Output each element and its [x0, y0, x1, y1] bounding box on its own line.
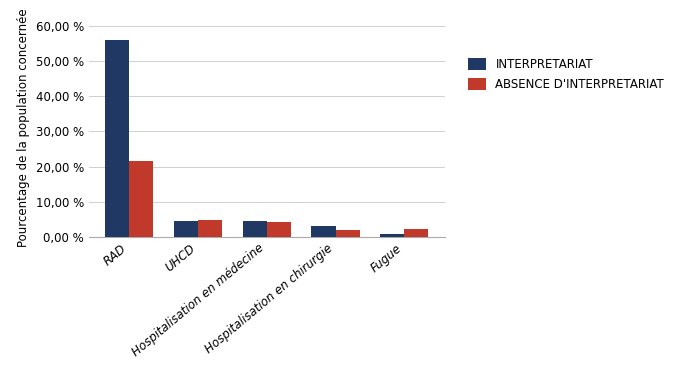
Bar	[311, 226, 336, 237]
Bar	[243, 221, 267, 237]
Y-axis label: Pourcentage de la population concernée: Pourcentage de la population concernée	[17, 9, 30, 247]
Bar	[129, 161, 153, 237]
Bar	[404, 229, 428, 237]
Bar	[267, 222, 291, 237]
Bar	[105, 40, 129, 237]
Bar	[174, 221, 198, 237]
Bar	[198, 220, 222, 237]
Bar	[336, 230, 360, 237]
Legend: INTERPRETARIAT, ABSENCE D'INTERPRETARIAT: INTERPRETARIAT, ABSENCE D'INTERPRETARIAT	[469, 58, 664, 91]
Bar	[380, 234, 404, 237]
